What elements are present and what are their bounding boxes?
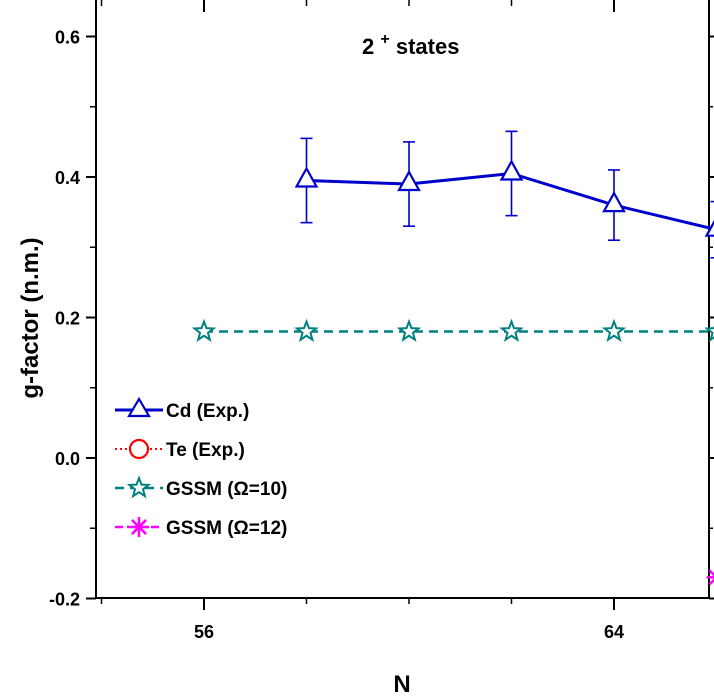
annotation-main: 2 xyxy=(362,34,374,59)
y-tick-label: -0.2 xyxy=(49,590,80,610)
asterisk-stroke xyxy=(708,578,714,586)
y-tick-label: 0.6 xyxy=(55,28,80,48)
y-axis-title: g-factor (n.m.) xyxy=(17,237,44,398)
axis-ticks xyxy=(86,0,714,610)
x-axis-title: N xyxy=(393,671,410,698)
data-point-triangle xyxy=(704,219,714,237)
y-tick-label: 0.2 xyxy=(55,309,80,329)
x-tick-label: 64 xyxy=(604,622,624,642)
data-point-star xyxy=(601,318,627,342)
legend: Cd (Exp.) Te (Exp.) GSSM (Ω=10) GSSM (Ω=… xyxy=(115,396,287,539)
legend-item-cd: Cd (Exp.) xyxy=(115,396,249,422)
annotation-superscript: + xyxy=(380,31,389,48)
asterisk-stroke xyxy=(708,569,714,577)
data-point-star xyxy=(396,318,422,342)
series-0 xyxy=(294,130,714,259)
legend-label-gssm-12: GSSM (Ω=12) xyxy=(166,518,287,539)
data-point-triangle xyxy=(499,159,524,181)
data-point-triangle xyxy=(602,190,626,213)
plot-frame xyxy=(95,0,710,599)
legend-item-te: Te (Exp.) xyxy=(115,438,245,461)
legend-item-gssm-10: GSSM (Ω=10) xyxy=(115,475,287,500)
legend-marker-cd xyxy=(127,396,151,418)
data-point-star xyxy=(191,318,217,342)
data-point-triangle xyxy=(294,166,319,188)
legend-label-gssm-10: GSSM (Ω=10) xyxy=(166,479,287,500)
series-line xyxy=(306,171,714,231)
data-point-star xyxy=(704,325,714,342)
data-point-asterisk xyxy=(706,569,714,586)
axis-tick-labels: 56647280-0.20.00.20.40.6 xyxy=(49,28,624,643)
series-2 xyxy=(191,318,714,342)
asterisk-stroke xyxy=(131,519,147,535)
annotation-rest: states xyxy=(396,34,460,59)
legend-label-te: Te (Exp.) xyxy=(166,440,245,461)
plot-area-border xyxy=(95,0,710,599)
series-layer xyxy=(191,130,714,586)
data-point-star xyxy=(294,318,319,342)
y-tick-label: 0.4 xyxy=(55,168,80,188)
y-tick-label: 0.0 xyxy=(55,449,80,469)
legend-marker-te xyxy=(128,438,150,460)
data-point-star xyxy=(499,318,524,342)
legend-item-gssm-12: GSSM (Ω=12) xyxy=(115,517,287,539)
legend-marker-gssm-10 xyxy=(126,475,152,499)
x-tick-label: 56 xyxy=(194,622,214,642)
legend-marker-gssm-12 xyxy=(129,517,149,537)
chart-annotation: 2 + states xyxy=(362,24,459,59)
series-3 xyxy=(706,569,714,586)
data-point-triangle xyxy=(397,169,421,192)
legend-asterisk-shape xyxy=(129,517,149,537)
legend-label-cd: Cd (Exp.) xyxy=(166,401,249,422)
